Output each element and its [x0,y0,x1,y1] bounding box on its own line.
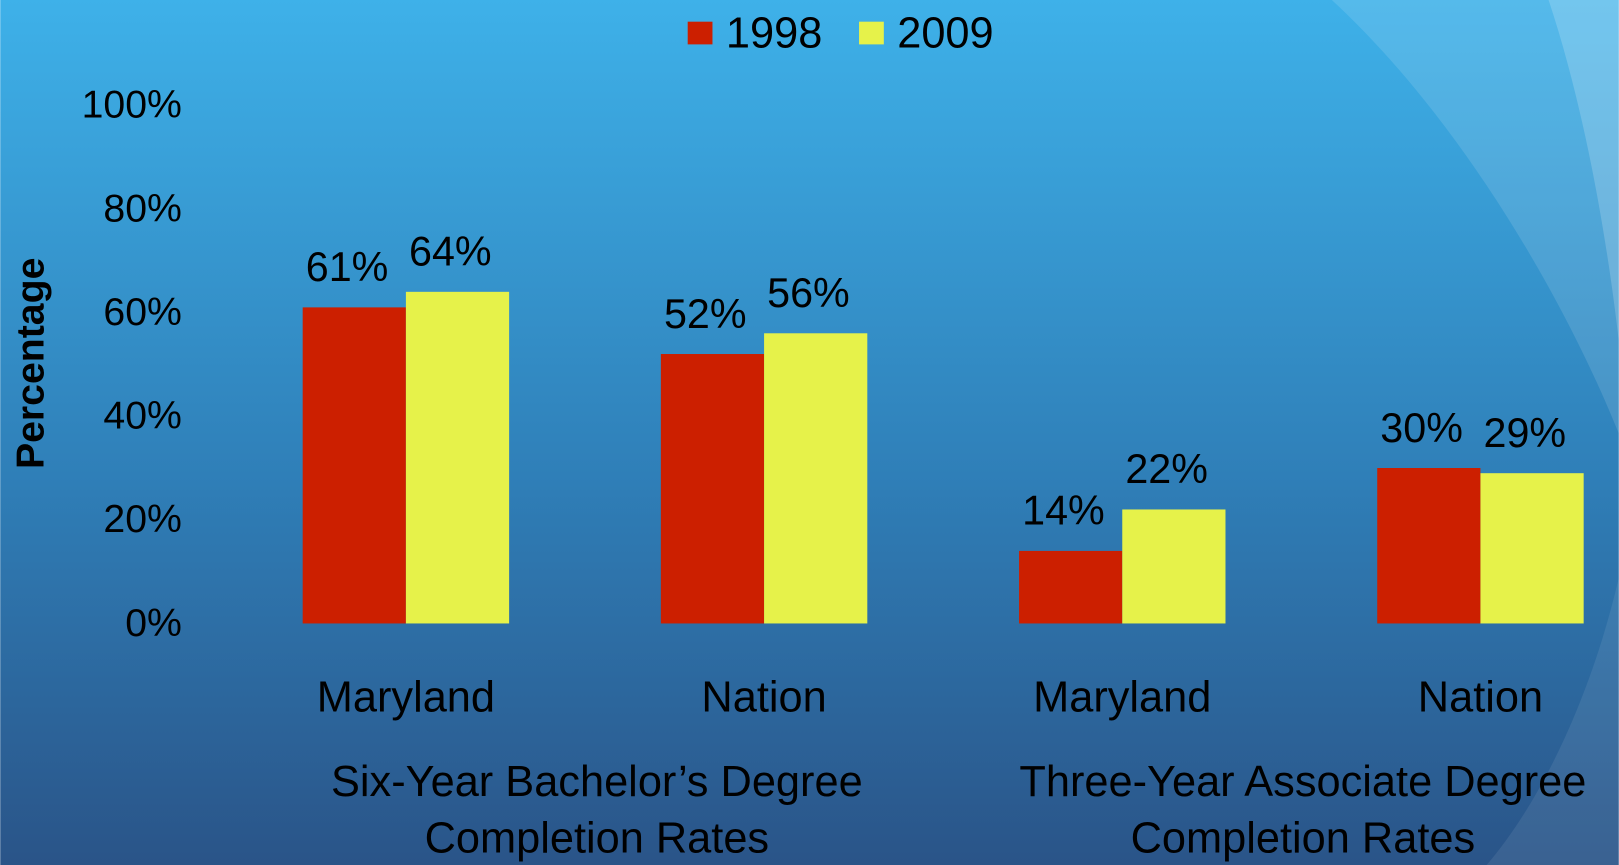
bar [302,307,406,624]
value-label: 64% [409,229,492,275]
group-label: Three-Year Associate Degree [1019,758,1586,806]
decoration-arc [1486,578,1619,865]
value-label: 52% [664,291,747,337]
legend-label: 1998 [726,10,822,58]
legend-swatch [859,21,884,45]
bar [1122,509,1226,624]
y-tick-label: 40% [103,394,182,438]
group-label: Completion Rates [1131,815,1476,863]
y-tick-label: 20% [103,497,182,541]
y-tick-label: 100% [82,83,182,127]
legend-label: 2009 [897,10,993,58]
value-label: 30% [1380,405,1463,451]
x-tick-label: Nation [1418,673,1543,721]
bar [660,354,765,624]
x-tick-label: Nation [701,673,826,721]
bar [1377,468,1481,624]
bar [1019,550,1123,624]
x-tick-label: Maryland [1033,673,1211,721]
decoration-arc [1548,0,1619,341]
value-label: 61% [306,244,389,290]
y-tick-label: 60% [103,290,182,334]
y-tick-label: 80% [103,186,182,230]
bar [405,291,510,624]
bar [764,333,868,624]
y-axis-label: Percentage [9,258,53,469]
value-label: 56% [767,270,850,316]
x-tick-label: Maryland [317,673,495,721]
decoration-arc [1331,0,1619,434]
group-label: Six-Year Bachelor’s Degree [331,758,863,806]
value-label: 14% [1022,488,1105,534]
value-label: 22% [1125,446,1208,492]
value-label: 29% [1484,410,1567,456]
group-label: Completion Rates [425,815,770,863]
y-tick-label: 0% [125,601,182,645]
bar [1480,473,1584,624]
legend-swatch [687,21,713,45]
